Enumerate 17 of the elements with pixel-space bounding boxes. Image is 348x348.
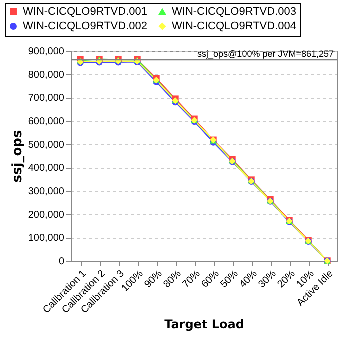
legend-label: WIN-CICQLO9RTVD.003	[172, 6, 296, 18]
legend-label: WIN-CICQLO9RTVD.002	[23, 20, 148, 32]
y-tick-label: 900,000	[28, 46, 65, 58]
legend-label: WIN-CICQLO9RTVD.004	[172, 20, 296, 32]
y-axis-title: ssj_ops	[10, 130, 26, 183]
y-tick-label: 400,000	[28, 163, 65, 174]
y-tick-label: 0	[58, 256, 65, 268]
y-tick-label: 300,000	[28, 186, 65, 198]
x-axis-title: Target Load	[164, 317, 244, 332]
ref-line-label: ssj_ops@100% per JVM=861,257	[198, 49, 334, 60]
y-tick-label: 800,000	[28, 70, 65, 81]
y-tick-label: 700,000	[28, 93, 65, 104]
legend-label: WIN-CICQLO9RTVD.001	[23, 6, 148, 18]
y-tick-label: 200,000	[28, 210, 65, 221]
y-tick-label: 500,000	[28, 140, 65, 151]
y-tick-label: 600,000	[28, 116, 65, 128]
y-tick-label: 100,000	[28, 233, 65, 244]
